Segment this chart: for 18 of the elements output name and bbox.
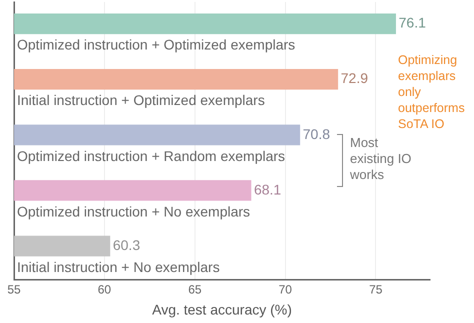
data-label: 60.3 — [112, 236, 140, 253]
y-tick-label: Optimized instruction + Random exemplars — [17, 148, 286, 164]
x-tick-label: 60 — [98, 282, 112, 296]
data-label: 70.8 — [302, 126, 330, 142]
data-label: 76.1 — [398, 14, 426, 31]
y-tick-label: Optimized instruction + Optimized exemplars — [17, 36, 296, 53]
y-tick-label: Initial instruction + Optimized exemplars — [17, 92, 265, 108]
annotation: Optimizing exemplars only outperforms SoTA IO — [398, 52, 466, 132]
x-tick-label: 55 — [7, 282, 21, 296]
annotation: Most existing IO works — [350, 135, 412, 183]
data-label: 72.9 — [340, 70, 368, 86]
y-tick-label: Initial instruction + No exemplars — [17, 258, 220, 275]
data-label: 68.1 — [254, 181, 282, 198]
x-axis-title: Avg. test accuracy (%) — [152, 301, 292, 318]
x-tick-label: 70 — [278, 282, 292, 296]
x-tick-label: 65 — [188, 282, 202, 296]
x-tick-label: 75 — [369, 282, 383, 296]
y-tick-label: Optimized instruction + No exemplars — [17, 203, 250, 220]
